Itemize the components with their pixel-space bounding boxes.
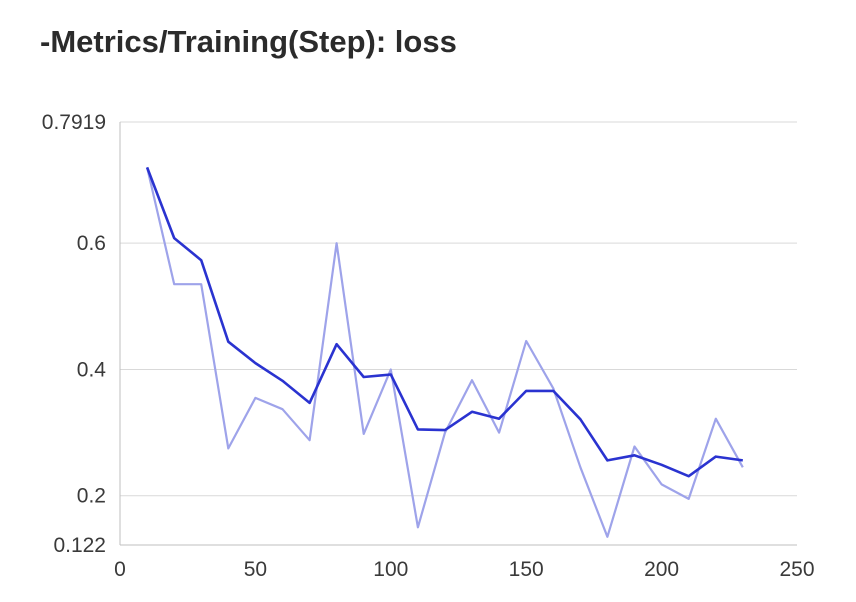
y-tick-label: 0.2 — [77, 485, 106, 508]
y-tick-label: 0.4 — [77, 358, 107, 381]
x-tick-label: 0 — [114, 558, 126, 581]
x-tick-label: 50 — [244, 558, 267, 581]
x-tick-labels: 0 50 100 150 200 250 — [114, 558, 814, 581]
y-tick-label: 0.122 — [53, 534, 106, 557]
x-tick-label: 250 — [779, 558, 814, 581]
x-tick-label: 150 — [509, 558, 544, 581]
x-tick-label: 100 — [373, 558, 408, 581]
series-line-raw — [146, 167, 744, 538]
x-tick-label: 200 — [644, 558, 679, 581]
chart-title: -Metrics/Training(Step): loss — [40, 24, 457, 59]
y-tick-label: 0.6 — [77, 232, 106, 255]
axes — [119, 122, 797, 546]
series-group — [145, 166, 744, 538]
series-line-smoothed — [145, 166, 743, 478]
y-tick-labels: 0.122 0.2 0.4 0.6 0.7919 — [42, 111, 107, 557]
grid-lines — [120, 121, 797, 497]
y-tick-label: 0.7919 — [42, 111, 106, 134]
